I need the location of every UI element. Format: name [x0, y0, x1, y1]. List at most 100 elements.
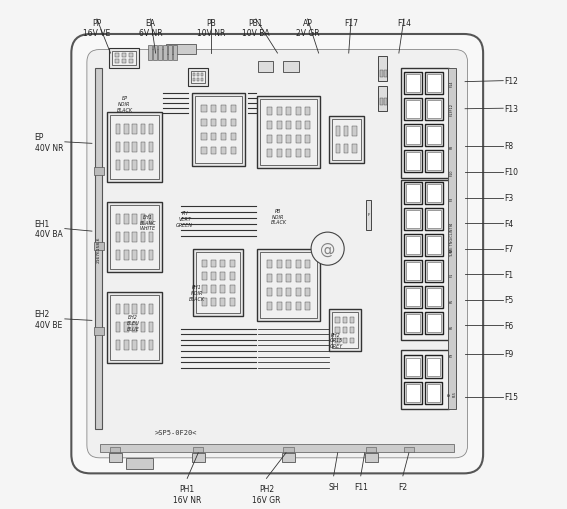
- Bar: [132, 143, 137, 153]
- Bar: [149, 233, 153, 243]
- Bar: [401, 350, 448, 409]
- Bar: [427, 289, 441, 307]
- Bar: [404, 287, 422, 309]
- Bar: [259, 62, 273, 72]
- Bar: [112, 52, 136, 66]
- Bar: [132, 160, 137, 171]
- Text: F15: F15: [504, 392, 518, 401]
- Bar: [124, 250, 129, 261]
- Bar: [124, 125, 129, 134]
- Bar: [94, 167, 104, 176]
- Bar: [124, 143, 129, 153]
- Bar: [380, 99, 383, 105]
- Text: PP
16V VE: PP 16V VE: [83, 19, 111, 38]
- Bar: [231, 148, 236, 155]
- Bar: [406, 237, 420, 254]
- Text: F: F: [367, 212, 370, 216]
- Bar: [277, 261, 282, 268]
- Bar: [425, 356, 442, 378]
- Bar: [116, 160, 120, 171]
- Text: F5: F5: [450, 298, 454, 302]
- Bar: [197, 79, 200, 81]
- Text: F10: F10: [504, 168, 518, 177]
- Bar: [404, 356, 422, 378]
- Bar: [406, 263, 420, 280]
- Bar: [193, 249, 243, 317]
- Bar: [425, 313, 443, 335]
- Bar: [427, 211, 441, 229]
- Bar: [427, 100, 441, 119]
- Bar: [192, 453, 205, 462]
- Bar: [267, 136, 272, 144]
- Bar: [448, 69, 456, 409]
- Text: EH1
BLANC
WHITE: EH1 BLANC WHITE: [140, 214, 156, 231]
- Text: @: @: [320, 242, 335, 257]
- Bar: [352, 127, 357, 136]
- Bar: [100, 444, 454, 452]
- Bar: [122, 60, 126, 64]
- Bar: [295, 275, 301, 282]
- Bar: [404, 72, 422, 95]
- Bar: [211, 120, 217, 127]
- Bar: [267, 122, 272, 130]
- Bar: [132, 233, 137, 243]
- Text: F8: F8: [450, 145, 454, 149]
- Bar: [267, 108, 272, 116]
- Bar: [404, 125, 422, 147]
- Bar: [305, 150, 310, 158]
- Bar: [124, 323, 129, 333]
- Bar: [149, 341, 153, 351]
- Text: F13F12: F13F12: [450, 103, 454, 116]
- Bar: [286, 302, 291, 310]
- Bar: [107, 203, 162, 273]
- Bar: [406, 74, 420, 93]
- Bar: [277, 136, 282, 144]
- Bar: [329, 309, 361, 352]
- Bar: [110, 296, 159, 360]
- Bar: [129, 60, 133, 64]
- Bar: [286, 289, 291, 296]
- Text: F7: F7: [450, 247, 454, 251]
- Bar: [201, 79, 203, 81]
- Bar: [116, 60, 119, 64]
- Bar: [192, 94, 245, 166]
- Bar: [277, 289, 282, 296]
- Bar: [111, 447, 121, 452]
- Bar: [404, 313, 422, 335]
- Bar: [202, 260, 207, 267]
- Text: F14: F14: [397, 19, 411, 28]
- Bar: [149, 215, 153, 224]
- Bar: [378, 87, 387, 111]
- Bar: [125, 459, 153, 469]
- Bar: [305, 108, 310, 116]
- Bar: [406, 153, 420, 171]
- Bar: [149, 323, 153, 333]
- Bar: [260, 252, 317, 319]
- Text: F12: F12: [504, 77, 518, 86]
- Bar: [141, 143, 145, 153]
- Bar: [221, 273, 226, 280]
- Bar: [188, 69, 208, 87]
- Bar: [116, 233, 120, 243]
- Bar: [201, 120, 206, 127]
- Bar: [406, 211, 420, 229]
- Bar: [231, 120, 236, 127]
- Text: EH1
40V BA: EH1 40V BA: [35, 219, 62, 239]
- Bar: [305, 136, 310, 144]
- Bar: [173, 45, 177, 61]
- Text: F1: F1: [450, 273, 454, 277]
- Bar: [257, 97, 320, 169]
- Text: EP
NOIR
BLACK: EP NOIR BLACK: [116, 96, 133, 112]
- Bar: [336, 328, 340, 333]
- Bar: [221, 299, 226, 306]
- Bar: [141, 250, 145, 261]
- Bar: [427, 237, 441, 254]
- Circle shape: [311, 233, 344, 266]
- Bar: [168, 45, 172, 61]
- Bar: [230, 273, 235, 280]
- Bar: [201, 105, 206, 113]
- Bar: [404, 382, 422, 404]
- Text: PH2
GR15
GREY: PH2 GR15 GREY: [329, 332, 343, 349]
- Bar: [211, 105, 217, 113]
- Bar: [406, 289, 420, 307]
